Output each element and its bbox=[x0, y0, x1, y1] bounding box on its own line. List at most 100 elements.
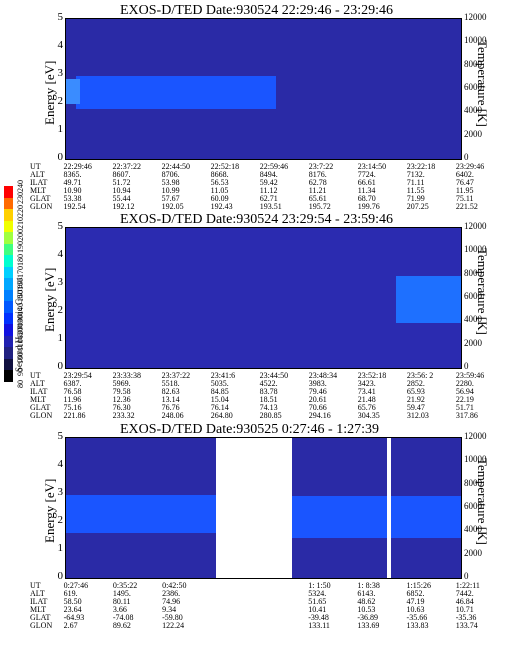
ephemeris-value bbox=[260, 590, 308, 598]
colorbar-tick: 80 bbox=[16, 380, 25, 388]
y2-tick-label: 4000 bbox=[464, 314, 482, 325]
ephemeris-value: 312.03 bbox=[406, 411, 429, 420]
y2-tick-label: 10000 bbox=[464, 244, 487, 255]
y-tick-label: 0 bbox=[57, 360, 64, 372]
colorbar-swatch bbox=[4, 209, 13, 221]
y2-tick-label: 6000 bbox=[464, 501, 482, 511]
ephemeris-value: 22.19 bbox=[455, 395, 474, 404]
ephemeris-value: 76.76 bbox=[161, 403, 180, 412]
ephemeris-label: ILAT bbox=[30, 178, 48, 187]
ephemeris-value: 13.14 bbox=[161, 395, 180, 404]
ephemeris-value: 65.61 bbox=[308, 194, 327, 203]
ephemeris-value: 221.52 bbox=[455, 202, 478, 211]
ephemeris-value: 89.62 bbox=[112, 621, 131, 630]
y-tick-label: 0 bbox=[57, 570, 64, 582]
ephemeris-row: ILAT 49.71 51.72 53.98 56.53 59.42 62.78 66.61 7… bbox=[30, 179, 505, 187]
colorbar-swatch bbox=[4, 324, 13, 336]
ephemeris-value: 5035. bbox=[210, 379, 229, 388]
ephemeris-value: 1495. bbox=[112, 589, 131, 598]
ephemeris-value: 193.51 bbox=[259, 202, 282, 211]
ephemeris-value: 73.41 bbox=[357, 387, 376, 396]
ephemeris-value bbox=[211, 582, 259, 590]
y-tick-label: 0 bbox=[57, 151, 64, 163]
colorbar-swatch bbox=[4, 312, 13, 325]
ephemeris-label: ALT bbox=[30, 589, 45, 598]
ephemeris-value: 6402. bbox=[455, 170, 474, 179]
ephemeris-value: 20.61 bbox=[308, 395, 327, 404]
ephemeris-value: 18.51 bbox=[259, 395, 278, 404]
ephemeris-value: 133.74 bbox=[455, 621, 478, 630]
ephemeris-value: 47.19 bbox=[406, 597, 425, 606]
colorbar-tick: 120 bbox=[16, 327, 25, 339]
y2-tick-label: 2000 bbox=[464, 128, 482, 139]
y2-tick-label: 12000 bbox=[464, 12, 487, 22]
colorbar-tick: 110 bbox=[16, 339, 25, 352]
ephemeris-value: 76.58 bbox=[63, 387, 82, 396]
panel-2-title: EXOS-D/TED Date:930524 23:29:54 - 23:59:… bbox=[120, 212, 393, 227]
ephemeris-value: 79.58 bbox=[112, 387, 131, 396]
ephemeris-value: 23:33:38 bbox=[112, 371, 142, 380]
colorbar-swatch bbox=[4, 347, 13, 359]
ephemeris-label: MLT bbox=[30, 605, 47, 614]
colorbar-tick: 130 bbox=[16, 314, 25, 327]
y2-tick-label: 8000 bbox=[464, 267, 482, 278]
ephemeris-row: GLON 2.67 89.62 122.24 133.11 133.69 133.83 133… bbox=[30, 622, 505, 630]
ephemeris-row: GLAT 53.38 55.44 57.67 60.09 62.71 65.61 68.70 7… bbox=[30, 195, 505, 203]
ephemeris-value: 10.41 bbox=[308, 605, 327, 614]
ephemeris-value: 74.13 bbox=[259, 403, 278, 412]
ephemeris-value: 22:44:50 bbox=[161, 162, 191, 171]
ephemeris-value: 199.76 bbox=[357, 202, 380, 211]
ephemeris-value: 23:41:6 bbox=[210, 371, 236, 380]
ephemeris-value: 23:56: 2 bbox=[406, 371, 434, 380]
colorbar-tick: 100 bbox=[16, 351, 25, 364]
y-tick-label: 1 bbox=[57, 542, 64, 554]
y2-tick-label: 4000 bbox=[464, 524, 482, 535]
ephemeris-value: 23.64 bbox=[63, 605, 82, 614]
ephemeris-value: 1: 8:38 bbox=[357, 581, 380, 590]
colorbar-swatch bbox=[4, 289, 13, 302]
ephemeris-row: UT 23:29:54 23:33:38 23:37:22 23:41:6 23:44:5… bbox=[30, 372, 505, 380]
y-tick-label: 4 bbox=[57, 39, 64, 51]
colorbar-tick: 170 bbox=[16, 265, 25, 278]
ephemeris-label: GLAT bbox=[30, 194, 51, 203]
ephemeris-label: ALT bbox=[30, 170, 45, 179]
ephemeris-value: 22:59:46 bbox=[259, 162, 289, 171]
colorbar-swatch bbox=[4, 335, 13, 348]
ephemeris-value: 8494. bbox=[259, 170, 278, 179]
ephemeris-label: GLAT bbox=[30, 613, 51, 622]
y-tick-label: 2 bbox=[57, 514, 64, 526]
y2-tick-label: 6000 bbox=[464, 82, 482, 92]
ephemeris-value: 6387. bbox=[63, 379, 82, 388]
ephemeris-value: 11.55 bbox=[406, 186, 425, 195]
ephemeris-row: GLAT 75.16 76.30 76.76 76.14 74.13 70.66 65.76 5… bbox=[30, 404, 505, 412]
ephemeris-value: 248.06 bbox=[161, 411, 184, 420]
ephemeris-row: MLT 11.96 12.36 13.14 15.04 18.51 20.61 21.48 21… bbox=[30, 396, 505, 404]
colorbar-tick: 160 bbox=[16, 278, 25, 290]
colorbar-tick: 140 bbox=[16, 302, 25, 315]
ephemeris-value: 8365. bbox=[63, 170, 82, 179]
ephemeris-label: UT bbox=[30, 371, 41, 380]
colorbar-swatch bbox=[4, 243, 13, 256]
ephemeris-value: 71.11 bbox=[406, 178, 425, 187]
colorbar-tick: 90 bbox=[16, 367, 25, 376]
colorbar-swatch bbox=[4, 186, 13, 198]
ephemeris-value: 51.71 bbox=[455, 403, 474, 412]
ephemeris-value: 59.47 bbox=[406, 403, 425, 412]
y2-tick-label: 0 bbox=[464, 571, 469, 581]
ephemeris-value: 133.83 bbox=[406, 621, 429, 630]
ephemeris-value: 192.12 bbox=[112, 202, 135, 211]
panel-1-ephemeris: UT 22:29:46 22:37:22 22:44:50 22:52:18 22:59:… bbox=[30, 163, 505, 211]
y-tick-label: 3 bbox=[57, 486, 64, 498]
ephemeris-value: 23:48:34 bbox=[308, 371, 338, 380]
panel-3-ephemeris: UT 0:27:46 0:35:22 0:42:50 1: 1:50 1: 8:38 1:1… bbox=[30, 582, 505, 630]
ephemeris-label: ALT bbox=[30, 379, 45, 388]
ephemeris-value: 22:52:18 bbox=[210, 162, 240, 171]
ephemeris-value: 53.98 bbox=[161, 178, 180, 187]
ephemeris-value: 74.96 bbox=[162, 597, 181, 606]
ephemeris-value: 10.94 bbox=[112, 186, 131, 195]
colorbar-tick: 150 bbox=[16, 290, 25, 303]
ephemeris-value: 58.50 bbox=[63, 597, 82, 606]
y-tick-label: 5 bbox=[57, 220, 64, 232]
ephemeris-value: 23:52:18 bbox=[357, 371, 387, 380]
ephemeris-value: 66.61 bbox=[357, 178, 376, 187]
